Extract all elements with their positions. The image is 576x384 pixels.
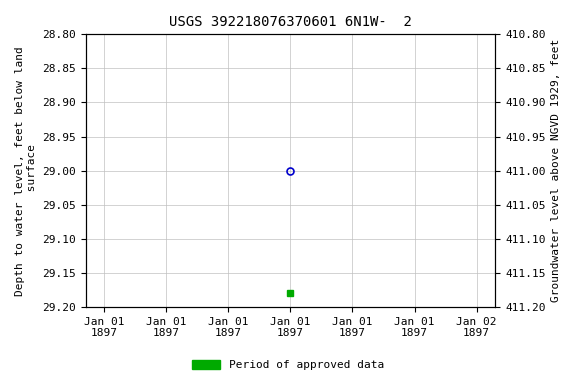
Y-axis label: Groundwater level above NGVD 1929, feet: Groundwater level above NGVD 1929, feet	[551, 39, 561, 302]
Y-axis label: Depth to water level, feet below land
 surface: Depth to water level, feet below land su…	[15, 46, 37, 296]
Title: USGS 392218076370601 6N1W-  2: USGS 392218076370601 6N1W- 2	[169, 15, 412, 29]
Legend: Period of approved data: Period of approved data	[188, 355, 388, 375]
